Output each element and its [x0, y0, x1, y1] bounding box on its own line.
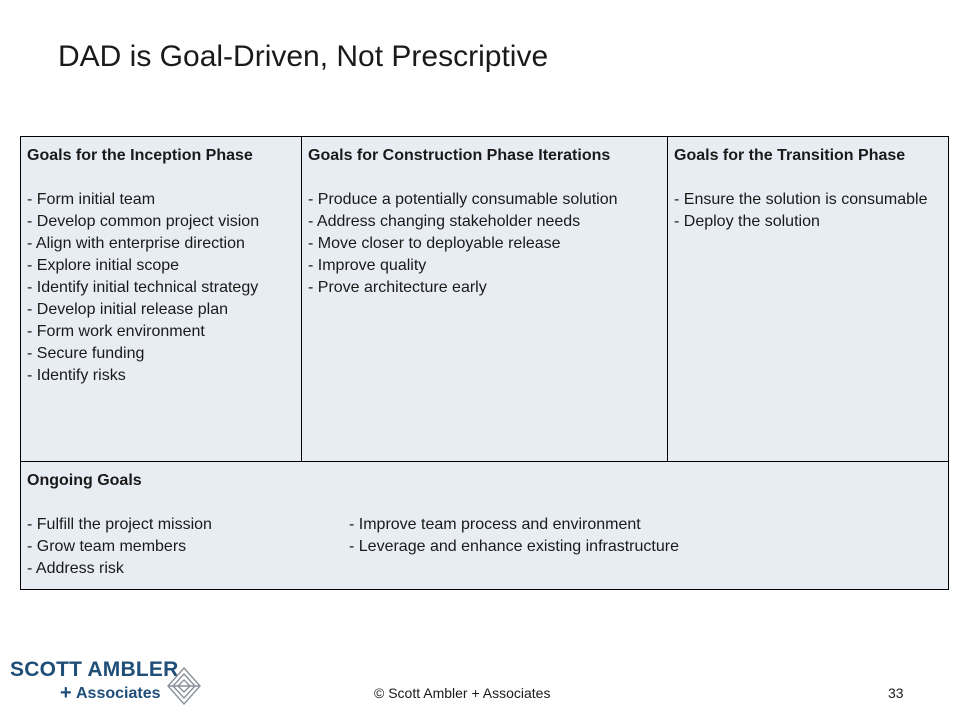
- list-item: - Improve team process and environment: [349, 516, 641, 533]
- list-item: - Move closer to deployable release: [308, 235, 561, 252]
- list-item: - Secure funding: [27, 345, 145, 362]
- inception-list: - Form initial team - Develop common pro…: [27, 189, 295, 387]
- list-item: - Produce a potentially consumable solut…: [308, 191, 618, 208]
- list-item: - Align with enterprise direction: [27, 235, 245, 252]
- list-item: - Ensure the solution is consumable: [674, 191, 928, 208]
- list-item: - Identify risks: [27, 367, 126, 384]
- transition-cell: Goals for the Transition Phase - Ensure …: [668, 137, 948, 461]
- list-item: - Improve quality: [308, 257, 427, 274]
- company-logo: SCOTT AMBLER + Associates: [8, 656, 208, 712]
- list-item: - Form work environment: [27, 323, 205, 340]
- ongoing-columns: - Fulfill the project mission - Grow tea…: [27, 514, 942, 580]
- ongoing-heading: Ongoing Goals: [27, 472, 142, 489]
- list-item: - Deploy the solution: [674, 213, 820, 230]
- logo-diamond-icon: [167, 666, 201, 706]
- list-item: - Leverage and enhance existing infrastr…: [349, 538, 679, 555]
- construction-heading: Goals for Construction Phase Iterations: [308, 147, 611, 164]
- copyright-text: © Scott Ambler + Associates: [374, 685, 551, 701]
- ongoing-cell: Ongoing Goals - Fulfill the project miss…: [21, 461, 948, 589]
- list-item: - Fulfill the project mission: [27, 516, 212, 533]
- list-item: - Address changing stakeholder needs: [308, 213, 581, 230]
- ongoing-list-right: - Improve team process and environment -…: [349, 514, 679, 580]
- list-item: - Explore initial scope: [27, 257, 180, 274]
- logo-text-line2: Associates: [76, 685, 161, 702]
- construction-cell: Goals for Construction Phase Iterations …: [302, 137, 668, 461]
- logo-plus: +: [60, 682, 72, 704]
- list-item: - Develop initial release plan: [27, 301, 228, 318]
- list-item: - Identify initial technical strategy: [27, 279, 259, 296]
- construction-list: - Produce a potentially consumable solut…: [308, 189, 661, 299]
- inception-heading: Goals for the Inception Phase: [27, 147, 253, 164]
- transition-heading: Goals for the Transition Phase: [674, 147, 906, 164]
- list-item: - Address risk: [27, 560, 124, 577]
- page-number: 33: [888, 685, 904, 701]
- slide-title: DAD is Goal-Driven, Not Prescriptive: [58, 40, 549, 73]
- ongoing-list-left: - Fulfill the project mission - Grow tea…: [27, 514, 349, 580]
- list-item: - Develop common project vision: [27, 213, 260, 230]
- goals-table: Goals for the Inception Phase - Form ini…: [20, 136, 949, 590]
- list-item: - Prove architecture early: [308, 279, 487, 296]
- transition-list: - Ensure the solution is consumable - De…: [674, 189, 942, 233]
- logo-text-line1: SCOTT AMBLER: [10, 658, 179, 681]
- list-item: - Form initial team: [27, 191, 156, 208]
- inception-cell: Goals for the Inception Phase - Form ini…: [21, 137, 302, 461]
- list-item: - Grow team members: [27, 538, 187, 555]
